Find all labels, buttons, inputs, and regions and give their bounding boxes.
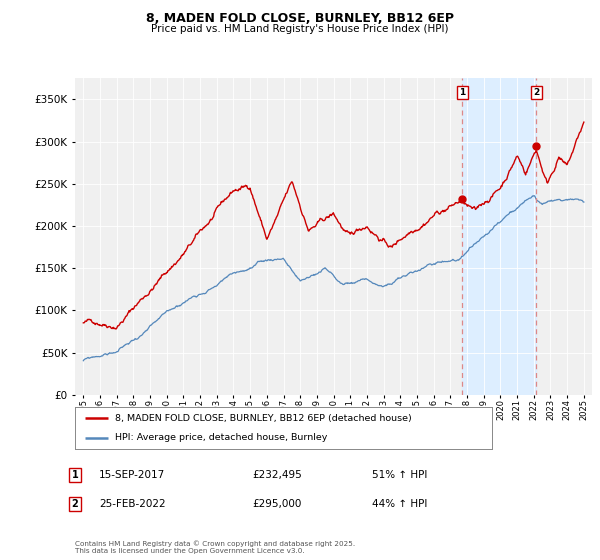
Bar [462,78,536,395]
Text: 2: 2 [71,499,79,509]
Text: 1: 1 [71,470,79,480]
Text: 44% ↑ HPI: 44% ↑ HPI [372,499,427,509]
Text: £232,495: £232,495 [252,470,302,480]
Text: Price paid vs. HM Land Registry's House Price Index (HPI): Price paid vs. HM Land Registry's House … [151,24,449,34]
Text: 25-FEB-2022: 25-FEB-2022 [99,499,166,509]
Text: 1: 1 [459,88,466,97]
Text: 51% ↑ HPI: 51% ↑ HPI [372,470,427,480]
Text: 2: 2 [533,88,539,97]
Text: Contains HM Land Registry data © Crown copyright and database right 2025.
This d: Contains HM Land Registry data © Crown c… [75,541,355,554]
Text: 8, MADEN FOLD CLOSE, BURNLEY, BB12 6EP: 8, MADEN FOLD CLOSE, BURNLEY, BB12 6EP [146,12,454,25]
Text: 8, MADEN FOLD CLOSE, BURNLEY, BB12 6EP (detached house): 8, MADEN FOLD CLOSE, BURNLEY, BB12 6EP (… [115,414,412,423]
Text: HPI: Average price, detached house, Burnley: HPI: Average price, detached house, Burn… [115,433,327,442]
Text: 15-SEP-2017: 15-SEP-2017 [99,470,165,480]
Text: £295,000: £295,000 [252,499,301,509]
